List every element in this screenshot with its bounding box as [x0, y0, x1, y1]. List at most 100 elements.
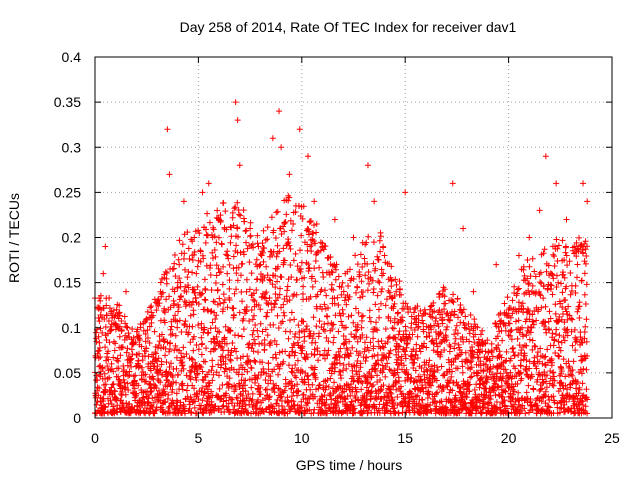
data-point	[140, 327, 147, 334]
data-point	[270, 321, 277, 328]
data-point	[95, 314, 102, 321]
data-point	[520, 356, 527, 363]
data-point	[362, 272, 369, 279]
data-point	[550, 251, 557, 258]
data-point	[340, 361, 347, 368]
data-point	[330, 286, 337, 293]
data-point	[436, 290, 443, 297]
data-point	[248, 345, 255, 352]
data-point	[409, 331, 416, 338]
data-point	[459, 309, 466, 316]
data-point	[339, 367, 346, 374]
data-point	[292, 349, 299, 356]
data-point	[238, 288, 245, 295]
data-point	[419, 343, 426, 350]
data-point	[118, 327, 125, 334]
data-point	[284, 399, 291, 406]
data-point	[292, 362, 299, 369]
data-point	[257, 320, 264, 327]
data-point	[447, 377, 454, 384]
data-point	[370, 260, 377, 267]
data-point	[229, 396, 236, 403]
data-point	[210, 226, 217, 233]
data-point	[105, 348, 112, 355]
data-point	[194, 283, 201, 290]
data-point	[446, 317, 453, 324]
data-point	[168, 360, 175, 367]
data-point	[468, 344, 475, 351]
data-point	[380, 270, 387, 277]
data-point	[157, 397, 164, 404]
data-point	[426, 382, 433, 389]
data-point	[167, 339, 174, 346]
data-point	[429, 337, 436, 344]
data-point	[316, 330, 323, 337]
data-point	[398, 353, 405, 360]
data-point	[418, 376, 425, 383]
data-point	[460, 338, 467, 345]
data-point	[427, 313, 434, 320]
data-point	[371, 198, 378, 205]
data-point	[94, 398, 101, 405]
data-point	[147, 388, 154, 395]
data-point	[223, 397, 230, 404]
data-point	[417, 307, 424, 314]
data-point	[375, 256, 382, 263]
data-point	[275, 385, 282, 392]
data-point	[285, 239, 292, 246]
data-point	[553, 236, 560, 243]
data-point	[379, 369, 386, 376]
data-point	[190, 347, 197, 354]
data-point	[171, 260, 178, 267]
data-point	[194, 391, 201, 398]
data-point	[368, 383, 375, 390]
data-point	[147, 367, 154, 374]
data-point	[338, 291, 345, 298]
data-point	[342, 396, 349, 403]
data-point	[434, 364, 441, 371]
data-point	[405, 371, 412, 378]
data-point	[501, 300, 508, 307]
data-point	[350, 319, 357, 326]
data-point	[354, 338, 361, 345]
data-point	[150, 399, 157, 406]
data-point	[347, 402, 354, 409]
data-point	[359, 379, 366, 386]
data-point	[96, 339, 103, 346]
data-point	[382, 353, 389, 360]
data-point	[166, 363, 173, 370]
data-point	[549, 330, 556, 337]
data-point	[287, 328, 294, 335]
data-point	[389, 325, 396, 332]
data-point	[537, 292, 544, 299]
data-point	[145, 353, 152, 360]
data-point	[322, 386, 329, 393]
data-point	[432, 390, 439, 397]
data-point	[374, 292, 381, 299]
data-point	[234, 225, 241, 232]
data-point	[143, 345, 150, 352]
data-point	[172, 273, 179, 280]
data-point	[312, 339, 319, 346]
data-point	[97, 292, 104, 299]
data-point	[255, 333, 262, 340]
data-point	[393, 288, 400, 295]
data-point	[361, 339, 368, 346]
data-point	[303, 351, 310, 358]
data-point	[293, 291, 300, 298]
data-point	[357, 294, 364, 301]
data-point	[198, 364, 205, 371]
data-point	[299, 368, 306, 375]
data-point	[192, 398, 199, 405]
data-point	[305, 265, 312, 272]
data-point	[290, 389, 297, 396]
data-point	[419, 396, 426, 403]
data-point	[213, 333, 220, 340]
data-point	[444, 310, 451, 317]
data-point	[246, 340, 253, 347]
y-tick-label: 0.35	[54, 94, 81, 110]
data-point	[250, 290, 257, 297]
data-point	[252, 340, 259, 347]
data-point	[259, 359, 266, 366]
